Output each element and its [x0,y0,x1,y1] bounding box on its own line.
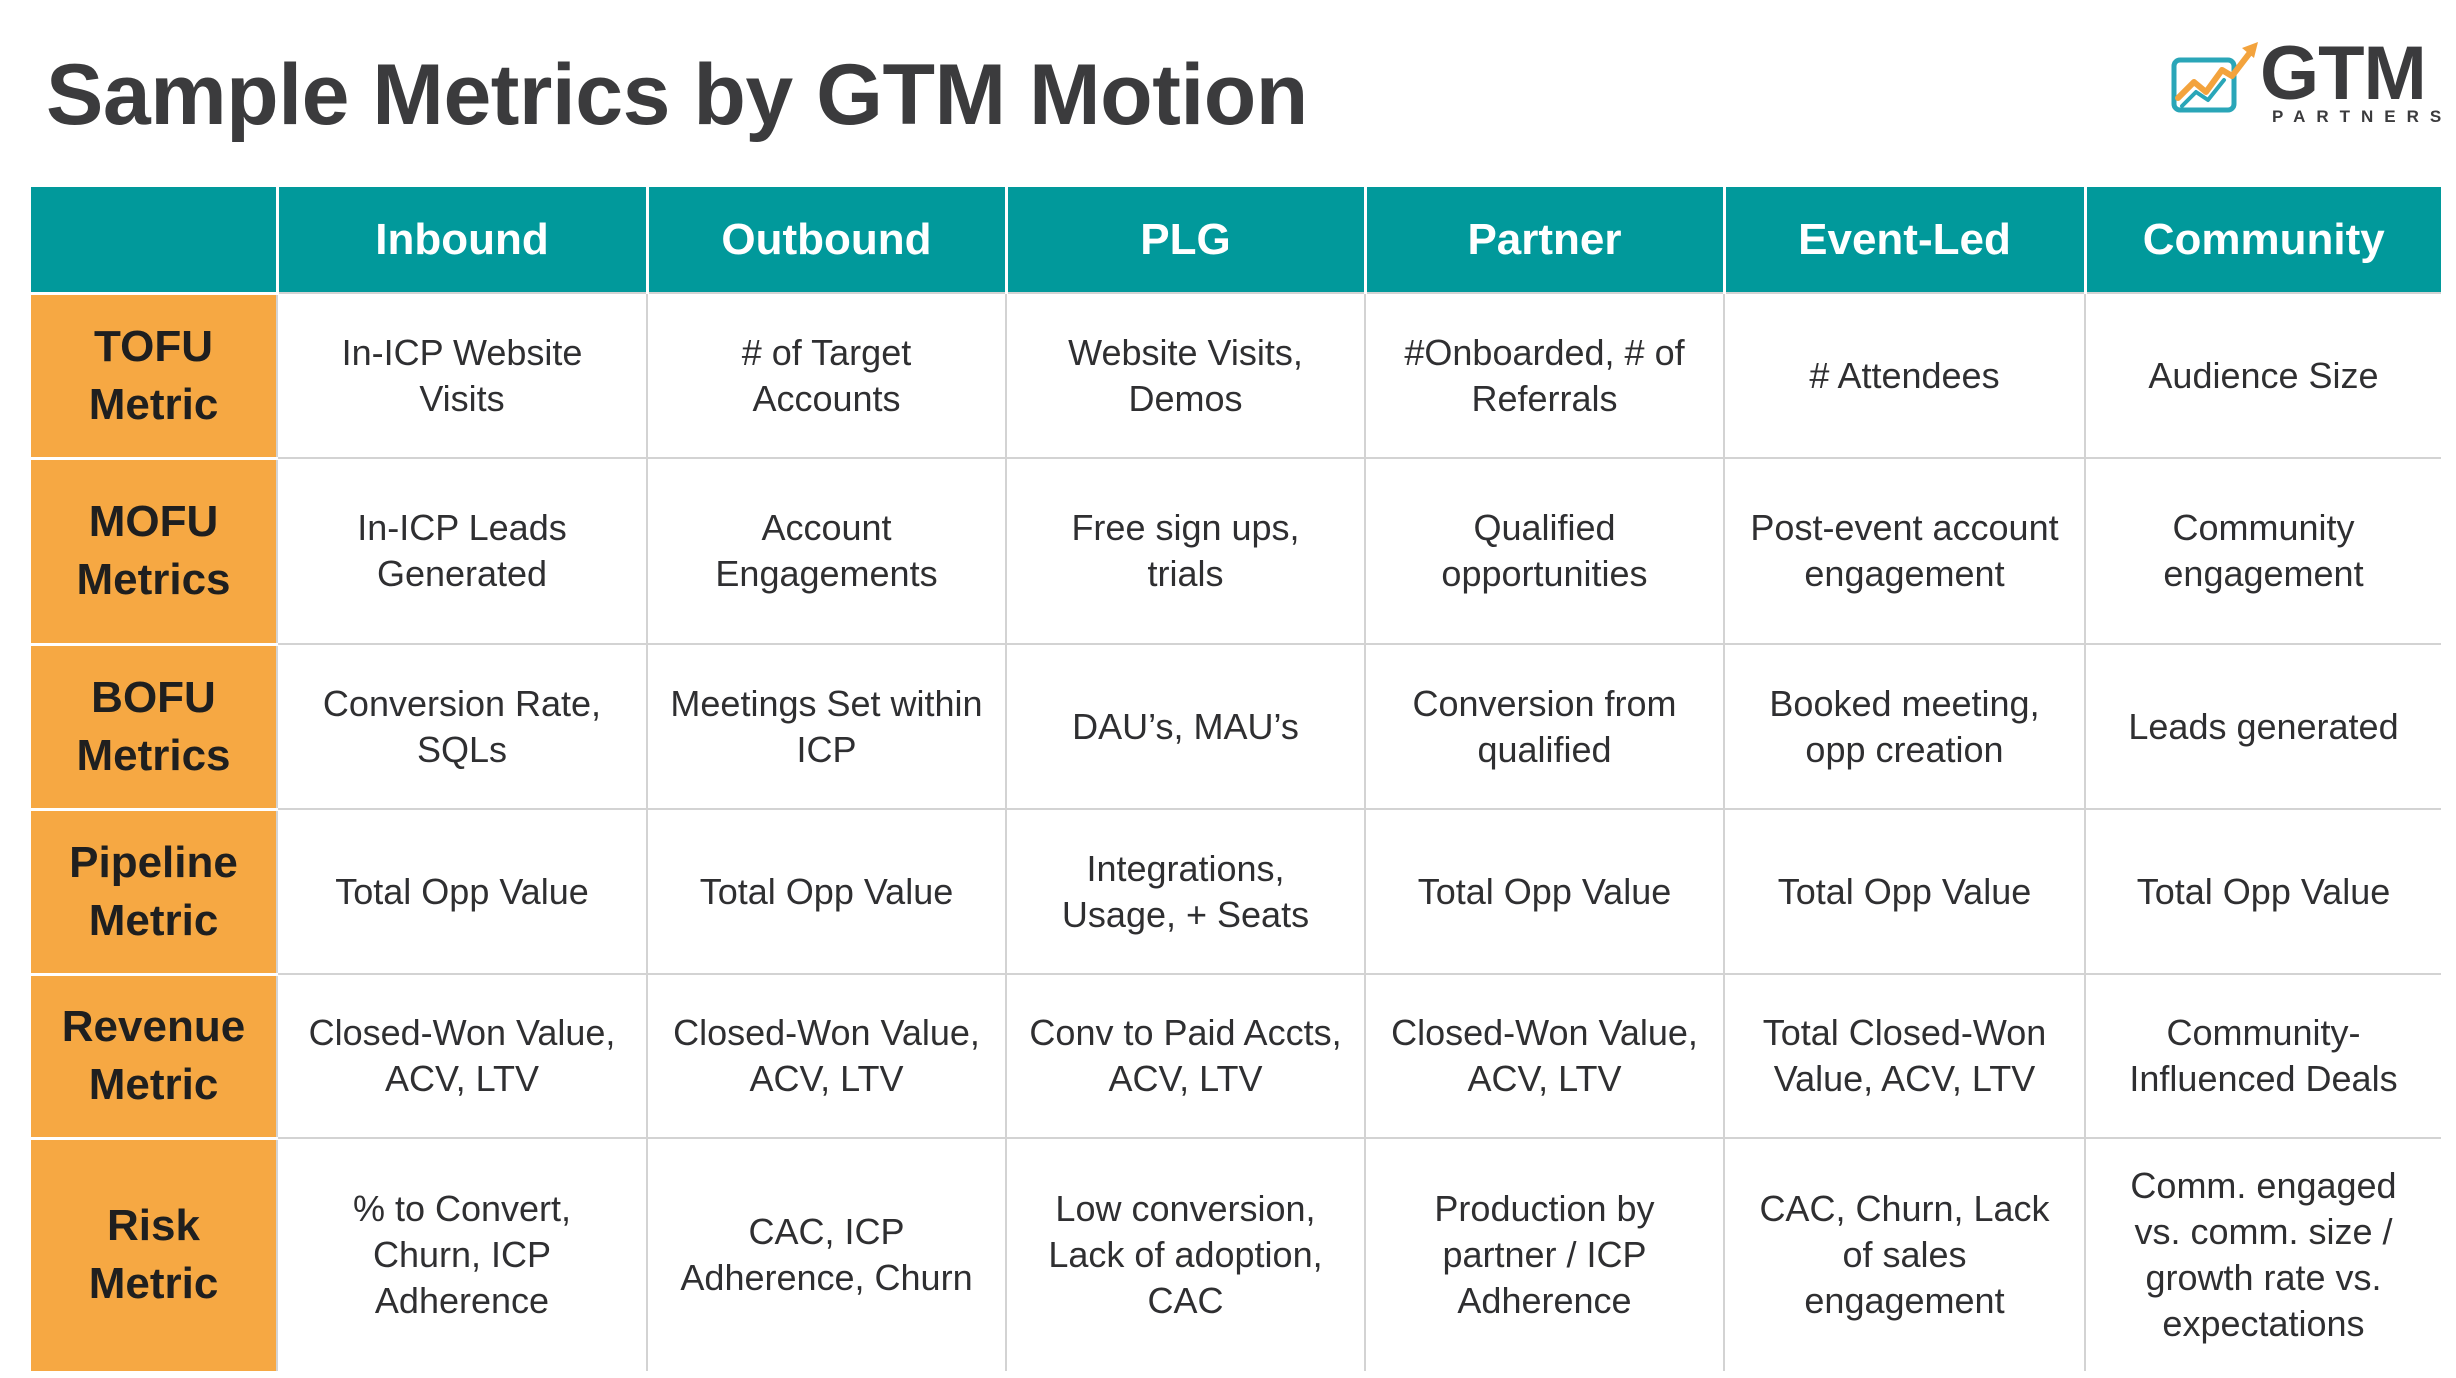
table-row-bofu: BOFU Metrics Conversion Rate, SQLs Meeti… [31,642,2441,809]
logo-wordmark: GTM [2260,31,2427,116]
table-row-risk: Risk Metric % to Convert, Churn, ICP Adh… [31,1136,2441,1371]
table-cell: # Attendees [1723,292,2085,458]
table-cell: # of Target Accounts [646,292,1006,458]
table-cell: Total Closed-Won Value, ACV, LTV [1723,973,2085,1138]
row-header-bofu: BOFU Metrics [31,642,277,809]
row-header-line-1: MOFU [88,497,219,546]
row-header-line-1: Pipeline [69,837,238,887]
table-cell: DAU’s, MAU’s [1005,643,1365,809]
table-cell: Total Opp Value [1364,808,1724,974]
column-header-partner: Partner [1365,187,1726,293]
row-header-mofu: MOFU Metrics [31,456,277,644]
table-corner-cell [31,187,279,293]
table-cell: #Onboarded, # of Referrals [1364,292,1724,458]
table-cell: Qualified opportunities [1364,457,1724,644]
table-cell: Booked meeting, opp creation [1723,643,2085,809]
table-cell: Total Opp Value [1723,808,2085,974]
table-cell: Total Opp Value [276,808,647,974]
chart-trend-arrow-icon [2171,42,2258,113]
table-cell: Leads generated [2084,643,2441,809]
table-row-tofu: TOFU Metric In-ICP Website Visits # of T… [31,291,2441,458]
table-cell: Website Visits, Demos [1005,292,1365,458]
column-header-plg: PLG [1006,187,1367,293]
table-cell: Low conversion, Lack of adoption, CAC [1005,1137,1365,1371]
row-header-line-2: Metrics [76,555,231,604]
column-header-event-led: Event-Led [1724,187,2087,293]
row-header-line-2: Metrics [76,730,231,780]
row-header-line-1: TOFU [94,321,213,371]
table-cell: Meetings Set within ICP [646,643,1006,809]
table-cell: Closed-Won Value, ACV, LTV [1364,973,1724,1138]
table-cell: Conversion from qualified [1364,643,1724,809]
table-row-revenue: Revenue Metric Closed-Won Value, ACV, LT… [31,972,2441,1138]
column-header-outbound: Outbound [647,187,1008,293]
row-header-risk: Risk Metric [31,1136,277,1371]
table-cell: Production by partner / ICP Adherence [1364,1137,1724,1371]
table-row-mofu: MOFU Metrics In-ICP Leads Generated Acco… [31,456,2441,644]
table-cell: Community engagement [2084,457,2441,644]
table-cell: Closed-Won Value, ACV, LTV [646,973,1006,1138]
column-header-inbound: Inbound [277,187,649,293]
table-cell: CAC, ICP Adherence, Churn [646,1137,1006,1371]
page-title: Sample Metrics by GTM Motion [46,47,1308,143]
table-cell: Post-event account engagement [1723,457,2085,644]
table-cell: Audience Size [2084,292,2441,458]
row-header-tofu: TOFU Metric [31,291,277,458]
row-header-line-1: Revenue [61,1002,246,1051]
table-cell: Total Opp Value [2084,808,2441,974]
table-cell: Free sign ups, trials [1005,457,1365,644]
logo-subtitle: PARTNERS [2272,107,2453,126]
table-cell: Conversion Rate, SQLs [276,643,647,809]
row-header-line-1: Risk [107,1201,200,1251]
table-row-pipeline: Pipeline Metric Total Opp Value Total Op… [31,807,2441,974]
table-cell: Closed-Won Value, ACV, LTV [276,973,647,1138]
row-header-revenue: Revenue Metric [31,972,277,1138]
table-cell: CAC, Churn, Lack of sales engagement [1723,1137,2085,1371]
table-header-row: Inbound Outbound PLG Partner Event-Led C… [31,187,2441,293]
table-cell: Account Engagements [646,457,1006,644]
row-header-line-2: Metric [88,895,219,945]
table-cell: Conv to Paid Accts, ACV, LTV [1005,973,1365,1138]
row-header-line-2: Metric [88,379,219,429]
gtm-partners-logo: GTM PARTNERS [2168,31,2441,136]
row-header-line-2: Metric [88,1060,219,1109]
table-cell: % to Convert, Churn, ICP Adherence [276,1137,647,1371]
row-header-line-2: Metric [88,1259,219,1309]
table-cell: Total Opp Value [646,808,1006,974]
column-header-community: Community [2085,187,2441,293]
metrics-table: Inbound Outbound PLG Partner Event-Led C… [31,187,2441,1371]
table-cell: Community-Influenced Deals [2084,973,2441,1138]
row-header-line-1: BOFU [91,672,216,722]
table-cell: In-ICP Website Visits [276,292,647,458]
row-header-pipeline: Pipeline Metric [31,807,277,974]
table-cell: In-ICP Leads Generated [276,457,647,644]
table-cell: Comm. engaged vs. comm. size / growth ra… [2084,1137,2441,1371]
table-cell: Integrations, Usage, + Seats [1005,808,1365,974]
